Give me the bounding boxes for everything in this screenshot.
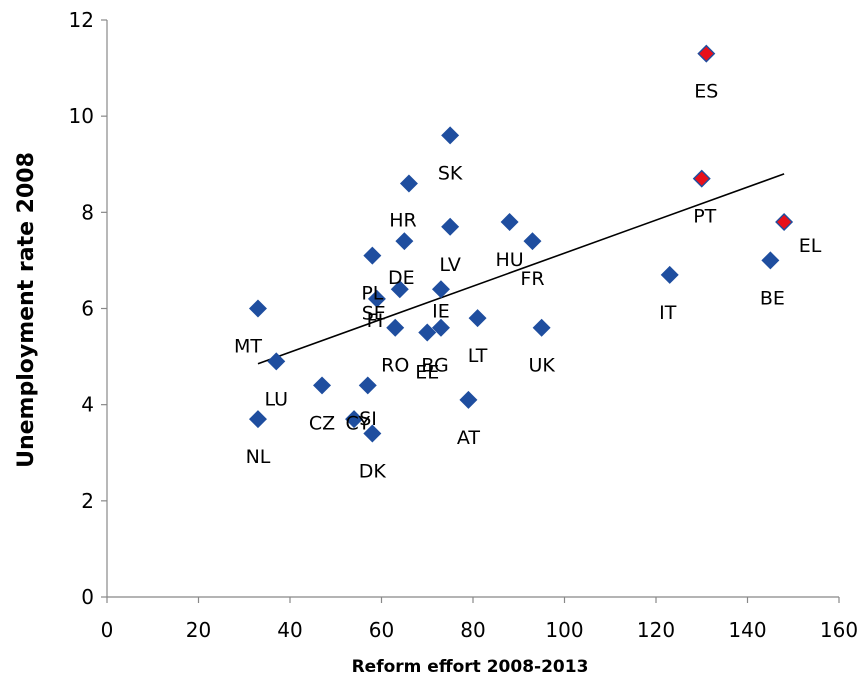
data-point-pl [363,246,382,265]
data-point-sk [441,126,460,145]
data-point-si [345,410,364,429]
data-label-si: SI [359,408,377,430]
data-point-hu [500,212,519,231]
data-point-uk [532,318,551,337]
data-point-dk [363,424,382,443]
y-tick-label: 0 [81,585,94,609]
data-point-at [459,390,478,409]
x-tick-label: 100 [545,618,583,642]
data-label-pl: PL [361,283,383,305]
data-label-lt: LT [468,345,488,367]
y-tick-label: 2 [81,489,94,513]
data-label-fr: FR [520,268,544,290]
data-label-lu: LU [265,388,289,410]
x-axis-title: Reform effort 2008-2013 [352,657,589,677]
x-tick-label: 120 [637,618,675,642]
y-tick-label: 10 [69,104,94,128]
data-label-lv: LV [439,254,461,276]
data-label-de: DE [388,267,415,289]
data-label-ie: IE [432,300,450,322]
points-group [248,44,794,443]
y-tick-label: 12 [69,8,94,32]
data-label-sk: SK [438,162,463,184]
data-point-nl [248,410,267,429]
data-label-at: AT [457,427,481,449]
data-point-ee [418,323,437,342]
data-point-bg [431,318,450,337]
x-tick-label: 60 [369,618,394,642]
data-label-mt: MT [234,336,262,358]
data-point-el [775,212,794,231]
data-label-uk: UK [528,355,555,377]
data-point-es [697,44,716,63]
x-tick-label: 160 [820,618,858,642]
data-point-ro [386,318,405,337]
trendline [257,173,785,365]
x-tick-label: 0 [101,618,114,642]
trendline-group [257,173,785,365]
data-label-bg: BG [421,355,448,377]
x-tick-label: 140 [728,618,766,642]
data-point-de [395,232,414,251]
data-point-ie [431,280,450,299]
data-point-pt [692,169,711,188]
y-tick-label: 6 [81,297,94,321]
data-label-ro: RO [381,355,409,377]
y-axis-title: Unemployment rate 2008 [14,152,39,468]
data-label-cy: CY [346,412,371,434]
data-point-cy [358,376,377,395]
y-tick-label: 8 [81,200,94,224]
data-point-lv [441,217,460,236]
y-tick-label: 4 [81,393,94,417]
data-label-hr: HR [389,209,417,231]
data-label-se: SE [362,302,386,324]
data-point-lt [468,309,487,328]
data-label-es: ES [694,81,718,103]
data-label-el: EL [799,235,822,257]
data-label-hu: HU [495,249,523,271]
data-point-it [660,265,679,284]
data-label-cz: CZ [309,412,335,434]
x-tick-label: 20 [186,618,211,642]
data-point-be [761,251,780,270]
data-label-pt: PT [693,206,716,228]
data-point-lu [267,352,286,371]
x-tick-label: 40 [277,618,302,642]
data-point-fi [367,289,386,308]
data-label-be: BE [760,287,785,309]
data-point-se [390,280,409,299]
data-point-hr [399,174,418,193]
data-label-dk: DK [359,461,387,483]
data-label-it: IT [659,302,677,324]
data-point-mt [248,299,267,318]
data-label-ee: EE [415,362,439,384]
x-tick-label: 80 [460,618,485,642]
data-point-cz [313,376,332,395]
data-point-fr [523,232,542,251]
data-label-nl: NL [246,446,271,468]
data-label-fi: FI [367,310,384,332]
